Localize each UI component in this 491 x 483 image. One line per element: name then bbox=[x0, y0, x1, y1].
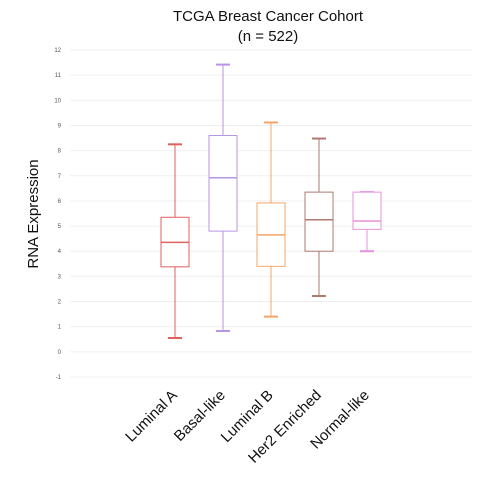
box-series bbox=[256, 121, 286, 318]
iqr-box bbox=[304, 191, 334, 252]
chart-title: TCGA Breast Cancer Cohort bbox=[173, 8, 364, 25]
y-tick-label: 10 bbox=[54, 98, 61, 104]
y-tick-label: 5 bbox=[58, 224, 62, 230]
box-layer bbox=[160, 63, 382, 340]
y-tick-label: -1 bbox=[56, 375, 62, 381]
box-series bbox=[304, 137, 334, 298]
y-tick-label: 0 bbox=[58, 350, 62, 356]
y-tick-label: 11 bbox=[55, 73, 62, 79]
y-tick-label: 12 bbox=[54, 48, 61, 54]
iqr-box bbox=[208, 135, 238, 232]
y-axis-label: RNA Expression bbox=[25, 159, 42, 268]
y-tick-label: 2 bbox=[58, 300, 62, 306]
y-tick-label: 6 bbox=[58, 199, 62, 205]
box-series bbox=[208, 63, 238, 332]
y-tick-label: 1 bbox=[58, 325, 62, 331]
y-tick-label: 4 bbox=[58, 249, 62, 255]
y-tick-label: 3 bbox=[58, 274, 62, 280]
box-series bbox=[352, 191, 382, 253]
box-series bbox=[160, 143, 190, 340]
y-tick-label: 8 bbox=[58, 149, 62, 155]
x-tick-label: Luminal A bbox=[122, 387, 181, 446]
y-tick-label: 7 bbox=[58, 174, 62, 180]
y-tick-label: 9 bbox=[58, 123, 62, 129]
chart-subtitle: (n = 522) bbox=[238, 28, 298, 45]
iqr-box bbox=[352, 191, 382, 230]
